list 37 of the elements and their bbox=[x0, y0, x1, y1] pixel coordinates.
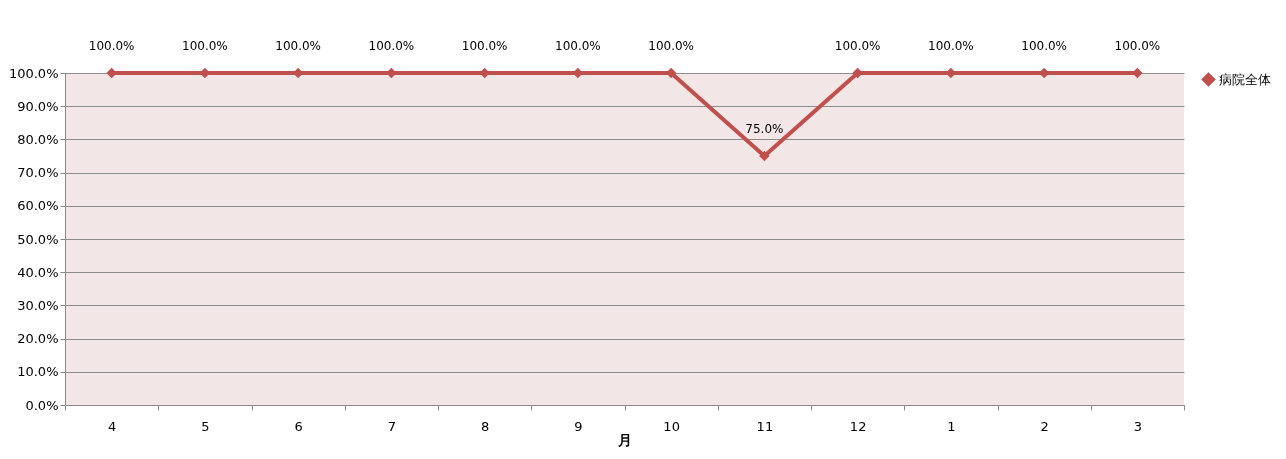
x-tick-label: 2 bbox=[1040, 418, 1049, 434]
y-tick-label: 100.0% bbox=[8, 65, 59, 81]
y-tick-label: 0.0% bbox=[25, 397, 59, 413]
x-tick-label: 1 bbox=[947, 418, 956, 434]
data-label: 100.0% bbox=[461, 39, 508, 53]
x-tick-label: 11 bbox=[756, 418, 774, 434]
x-tick-label: 12 bbox=[849, 418, 867, 434]
x-tick-label: 10 bbox=[663, 418, 680, 434]
x-tick-label: 4 bbox=[107, 418, 117, 434]
data-label: 100.0% bbox=[368, 39, 415, 53]
x-tick-label: 6 bbox=[294, 418, 303, 434]
data-label: 100.0% bbox=[554, 39, 601, 53]
x-tick-label: 7 bbox=[387, 418, 397, 434]
x-tick-label: 9 bbox=[574, 418, 583, 434]
data-label: 100.0% bbox=[181, 39, 228, 53]
y-tick-label: 30.0% bbox=[17, 297, 59, 313]
y-tick-label: 70.0% bbox=[17, 165, 59, 181]
y-tick-label: 90.0% bbox=[17, 98, 59, 114]
y-tick-label: 40.0% bbox=[17, 264, 59, 280]
x-tick-label: 8 bbox=[480, 418, 490, 434]
y-tick-label: 80.0% bbox=[17, 131, 59, 147]
data-label: 100.0% bbox=[88, 39, 135, 53]
y-tick-label: 60.0% bbox=[17, 198, 59, 214]
y-tick-label: 10.0% bbox=[17, 364, 59, 380]
data-label: 75.0% bbox=[745, 122, 784, 136]
data-label: 100.0% bbox=[648, 39, 695, 53]
x-tick-label: 5 bbox=[201, 418, 210, 434]
data-label: 100.0% bbox=[1021, 39, 1068, 53]
data-label: 100.0% bbox=[1114, 39, 1161, 53]
x-axis-title: 月 bbox=[617, 431, 632, 448]
data-label: 100.0% bbox=[834, 39, 881, 53]
data-label: 100.0% bbox=[275, 39, 322, 53]
x-tick-label: 3 bbox=[1133, 418, 1143, 434]
legend-label: 病院全体 bbox=[1219, 71, 1271, 87]
data-label: 100.0% bbox=[927, 39, 974, 53]
y-tick-label: 20.0% bbox=[17, 331, 59, 347]
y-tick-label: 50.0% bbox=[17, 231, 59, 247]
